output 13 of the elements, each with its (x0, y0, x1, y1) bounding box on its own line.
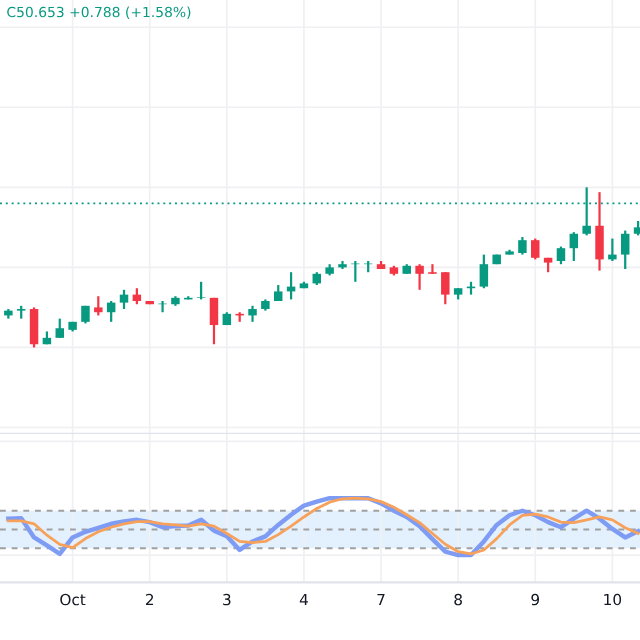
candlestick (55, 317, 64, 339)
candlestick (428, 263, 437, 275)
candlestick (209, 296, 219, 346)
candlestick (94, 295, 103, 317)
candlestick (531, 237, 540, 261)
candlestick (595, 191, 604, 272)
candlestick (441, 271, 450, 306)
candlestick (479, 253, 489, 290)
candlestick (620, 229, 630, 271)
candlestick (119, 288, 129, 311)
candlestick (415, 263, 424, 291)
candlestick (29, 306, 39, 349)
candlestick (569, 231, 579, 263)
